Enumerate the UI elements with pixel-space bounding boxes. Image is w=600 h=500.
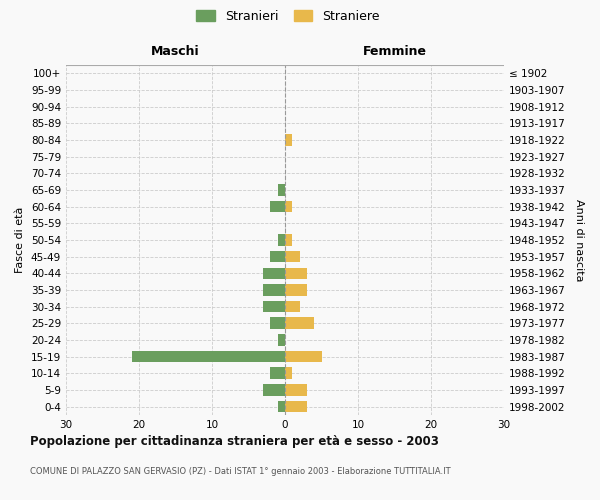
Bar (285, 368, 292, 379)
Bar (285, 351, 322, 362)
Bar (285, 284, 307, 296)
Bar (263, 384, 285, 396)
Bar (278, 184, 285, 196)
Bar (285, 318, 314, 329)
Bar (263, 284, 285, 296)
Bar (285, 134, 292, 146)
Y-axis label: Anni di nascita: Anni di nascita (574, 198, 584, 281)
Bar (285, 301, 299, 312)
Text: Maschi: Maschi (151, 45, 200, 58)
Legend: Stranieri, Straniere: Stranieri, Straniere (193, 6, 383, 26)
Bar (271, 318, 285, 329)
Bar (285, 201, 292, 212)
Bar (285, 401, 307, 412)
Text: COMUNE DI PALAZZO SAN GERVASIO (PZ) - Dati ISTAT 1° gennaio 2003 - Elaborazione : COMUNE DI PALAZZO SAN GERVASIO (PZ) - Da… (30, 468, 451, 476)
Bar (271, 201, 285, 212)
Bar (285, 234, 292, 246)
Text: Popolazione per cittadinanza straniera per età e sesso - 2003: Popolazione per cittadinanza straniera p… (30, 435, 439, 448)
Bar (271, 251, 285, 262)
Bar (278, 234, 285, 246)
Bar (263, 301, 285, 312)
Bar (278, 401, 285, 412)
Bar (132, 351, 285, 362)
Bar (285, 251, 299, 262)
Bar (271, 368, 285, 379)
Bar (285, 268, 307, 279)
Bar (285, 384, 307, 396)
Text: Femmine: Femmine (362, 45, 427, 58)
Y-axis label: Fasce di età: Fasce di età (16, 207, 25, 273)
Bar (278, 334, 285, 346)
Bar (263, 268, 285, 279)
